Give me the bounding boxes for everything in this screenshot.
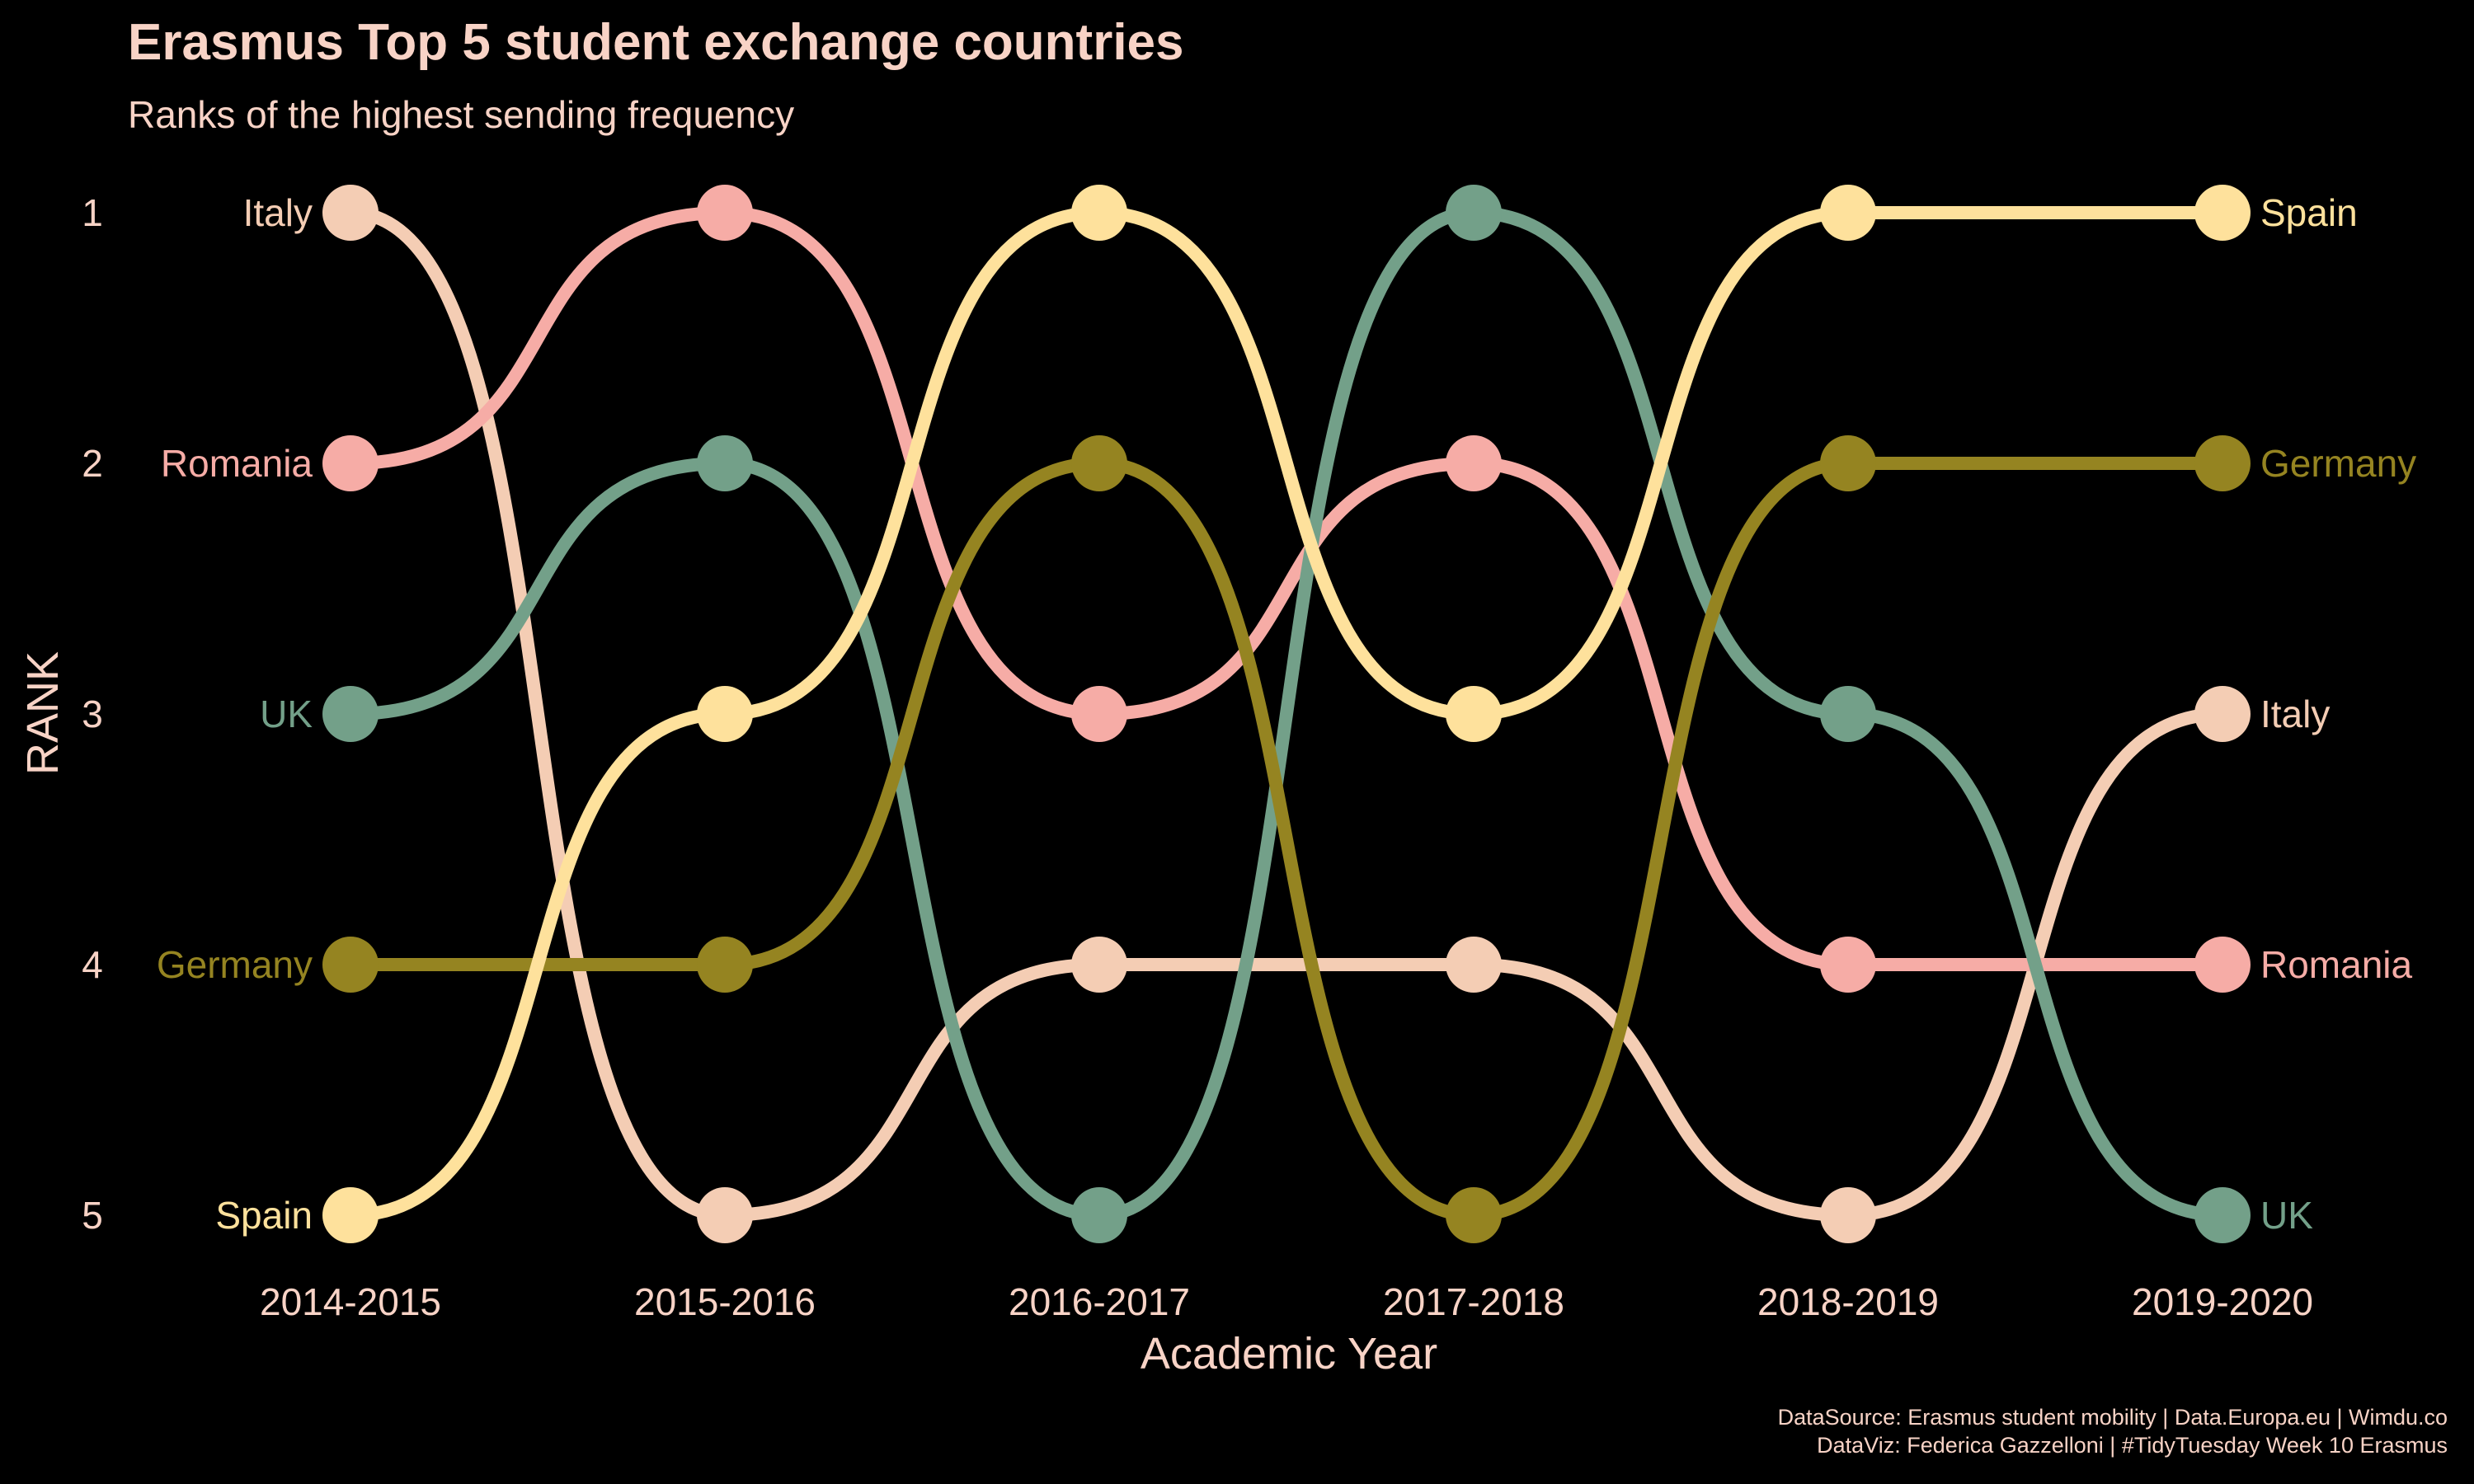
data-point-germany [2194, 435, 2251, 491]
x-tick-label: 2017-2018 [1383, 1280, 1564, 1323]
caption-line-2: DataViz: Federica Gazzelloni | #TidyTues… [1817, 1433, 2448, 1458]
country-label-end: UK [2260, 1194, 2313, 1237]
data-point-spain [697, 686, 753, 742]
data-point-germany [1820, 435, 1876, 491]
y-axis-ticks: 1 2 3 4 5 [82, 191, 103, 1237]
data-point-uk [1820, 686, 1876, 742]
country-labels-left: Italy Romania UK Germany Spain [157, 191, 313, 1237]
data-point-romania [2194, 937, 2251, 993]
data-point-spain [1820, 185, 1876, 241]
data-point-romania [1071, 686, 1127, 742]
data-point-germany [1071, 435, 1127, 491]
data-point-uk [322, 686, 379, 742]
y-tick-label: 2 [82, 442, 103, 485]
country-label-end: Spain [2260, 191, 2358, 234]
x-axis-ticks: 2014-2015 2015-2016 2016-2017 2017-2018 2018… [260, 1280, 2313, 1323]
chart-title: Erasmus Top 5 student exchange countries [128, 14, 1184, 71]
caption-line-1: DataSource: Erasmus student mobility | D… [1778, 1405, 2448, 1430]
data-point-italy [1071, 937, 1127, 993]
data-point-romania [1446, 435, 1502, 491]
country-label-start: Romania [161, 442, 313, 485]
country-label-start: Italy [243, 191, 313, 234]
data-point-uk [1446, 185, 1502, 241]
data-point-italy [1820, 1187, 1876, 1243]
data-point-uk [2194, 1187, 2251, 1243]
data-point-spain [1446, 686, 1502, 742]
x-tick-label: 2019-2020 [2132, 1280, 2313, 1323]
data-point-uk [697, 435, 753, 491]
data-point-romania [1820, 937, 1876, 993]
data-point-italy [322, 185, 379, 241]
country-labels-right: Italy Romania UK Germany Spain [2260, 191, 2416, 1237]
y-tick-label: 3 [82, 693, 103, 735]
country-label-start: Spain [215, 1194, 313, 1237]
series-points [322, 185, 2251, 1243]
data-point-germany [322, 937, 379, 993]
data-point-spain [1071, 185, 1127, 241]
y-tick-label: 1 [82, 191, 103, 234]
x-axis-title: Academic Year [1141, 1329, 1437, 1378]
x-tick-label: 2015-2016 [634, 1280, 816, 1323]
data-point-germany [697, 937, 753, 993]
data-point-uk [1071, 1187, 1127, 1243]
data-point-italy [1446, 937, 1502, 993]
data-point-spain [2194, 185, 2251, 241]
data-point-spain [322, 1187, 379, 1243]
y-axis-title: RANK [18, 651, 68, 775]
x-tick-label: 2016-2017 [1009, 1280, 1190, 1323]
country-label-end: Germany [2260, 442, 2416, 485]
x-tick-label: 2018-2019 [1757, 1280, 1939, 1323]
country-label-start: UK [260, 693, 313, 735]
country-label-end: Italy [2260, 693, 2330, 735]
country-label-end: Romania [2260, 943, 2413, 986]
data-point-italy [697, 1187, 753, 1243]
chart-subtitle: Ranks of the highest sending frequency [128, 93, 794, 136]
y-tick-label: 5 [82, 1194, 103, 1237]
x-tick-label: 2014-2015 [260, 1280, 441, 1323]
data-point-romania [697, 185, 753, 241]
data-point-romania [322, 435, 379, 491]
data-point-italy [2194, 686, 2251, 742]
data-point-germany [1446, 1187, 1502, 1243]
y-tick-label: 4 [82, 943, 103, 986]
country-label-start: Germany [157, 943, 313, 986]
